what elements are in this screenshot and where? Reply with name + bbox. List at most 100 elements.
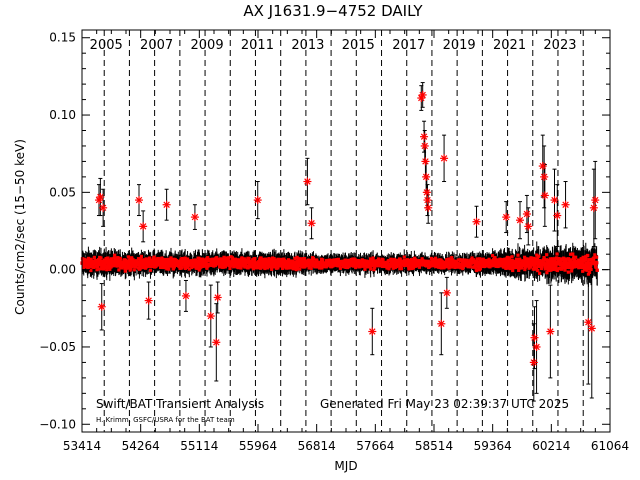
data-point	[566, 270, 570, 274]
data-point	[535, 262, 539, 266]
data-point	[89, 268, 93, 273]
data-point	[445, 258, 449, 262]
data-point	[128, 257, 132, 262]
data-point-marker	[440, 154, 449, 163]
data-point	[588, 265, 592, 269]
data-point	[273, 265, 277, 269]
data-point	[108, 267, 112, 271]
data-point	[524, 257, 528, 261]
data-point	[136, 257, 141, 261]
data-point-marker	[422, 172, 431, 181]
data-point	[397, 259, 401, 263]
data-point	[470, 256, 474, 260]
data-point	[398, 257, 402, 261]
data-point	[587, 258, 591, 262]
data-point-marker	[423, 196, 432, 205]
data-point	[271, 260, 275, 264]
data-point	[309, 266, 313, 270]
data-point	[581, 269, 585, 273]
data-point	[555, 268, 560, 273]
data-point-marker	[553, 211, 562, 220]
data-point	[550, 262, 554, 266]
data-point	[99, 256, 103, 260]
data-point	[477, 264, 481, 268]
data-point-marker	[591, 196, 600, 205]
data-point	[159, 265, 163, 269]
data-point	[411, 266, 416, 270]
data-point	[211, 257, 215, 261]
data-point	[98, 259, 102, 264]
data-point	[161, 265, 165, 270]
data-point	[532, 256, 536, 261]
data-point	[461, 266, 465, 271]
data-point	[450, 256, 454, 260]
data-point	[497, 260, 502, 264]
data-point	[247, 256, 251, 261]
data-point	[375, 263, 380, 267]
data-point	[430, 264, 434, 268]
data-point	[544, 264, 548, 268]
data-point-marker	[99, 203, 108, 212]
data-point-marker	[420, 141, 429, 150]
data-point	[385, 266, 389, 270]
data-point	[262, 257, 266, 261]
data-point-marker	[135, 196, 144, 205]
data-point	[252, 259, 257, 263]
data-point	[148, 256, 152, 260]
data-point	[195, 266, 199, 270]
data-point	[399, 267, 404, 271]
data-point	[97, 267, 101, 271]
data-point	[513, 259, 518, 264]
data-point	[259, 256, 263, 260]
data-point	[414, 258, 418, 262]
data-point	[279, 261, 284, 265]
plot-frame	[81, 29, 611, 433]
data-point	[117, 268, 121, 272]
data-point	[594, 265, 598, 269]
data-point	[429, 256, 434, 261]
data-point	[205, 266, 209, 270]
year-label: 2011	[241, 38, 274, 53]
year-label: 2015	[342, 38, 375, 53]
data-point	[510, 255, 514, 259]
data-point	[409, 262, 413, 266]
data-point	[131, 264, 136, 268]
data-points	[80, 252, 599, 276]
data-point	[536, 269, 540, 273]
data-point	[160, 256, 164, 260]
data-point	[373, 265, 377, 270]
data-point	[387, 267, 391, 271]
data-point	[504, 265, 508, 270]
data-point	[113, 253, 117, 257]
data-point	[547, 265, 551, 270]
data-point-marker	[522, 209, 531, 218]
data-point	[357, 259, 361, 263]
data-point-marker	[212, 338, 221, 347]
data-point	[193, 258, 198, 262]
data-point	[584, 257, 588, 262]
year-label: 2005	[90, 38, 123, 53]
data-point	[86, 256, 91, 260]
data-point-marker	[524, 222, 533, 231]
data-point	[276, 266, 280, 270]
data-point	[447, 266, 451, 270]
data-point	[318, 266, 322, 270]
data-point	[277, 259, 281, 263]
data-point-marker	[253, 196, 262, 205]
data-point	[140, 261, 144, 266]
data-point	[194, 260, 198, 264]
data-point	[370, 258, 375, 262]
year-labels: 2005 2007 2009 2011 2013 2015 2017 2019 2021 2023	[90, 38, 577, 53]
data-point-marker	[540, 191, 549, 200]
data-point	[532, 267, 537, 271]
data-point	[118, 256, 123, 261]
data-point-marker	[190, 213, 199, 222]
data-point	[168, 258, 173, 262]
data-point-marker	[532, 342, 541, 351]
data-point	[183, 256, 187, 260]
data-point	[474, 268, 479, 273]
data-point	[536, 264, 541, 269]
data-point-marker	[424, 203, 433, 212]
data-point	[465, 261, 469, 265]
